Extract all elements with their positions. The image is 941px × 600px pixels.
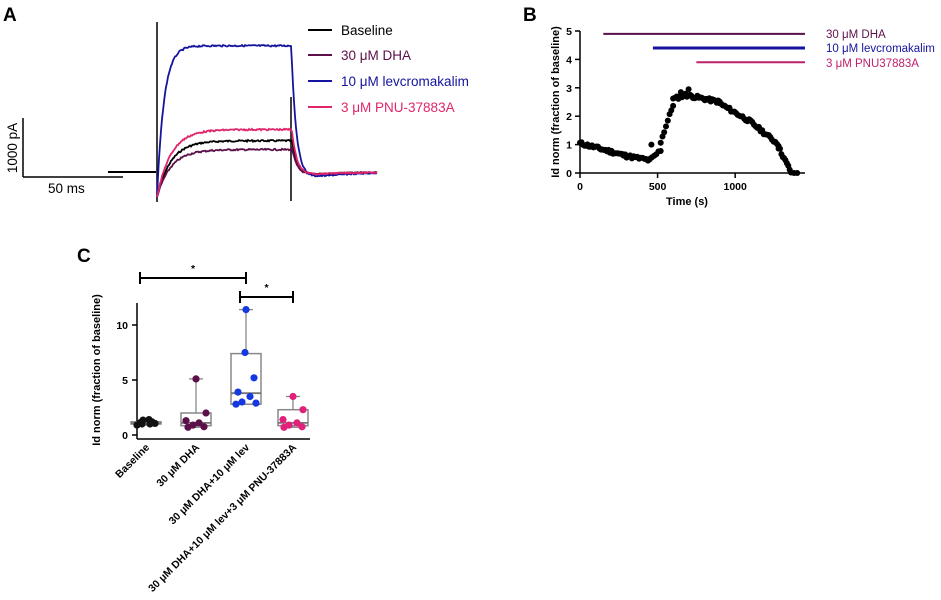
trace-10-m-levcromakalim: [156, 43, 378, 198]
legend-item-pnu: 3 μM PNU-37883A: [308, 100, 455, 115]
c-point: [250, 374, 258, 382]
b-y-tick-label: 5: [566, 26, 572, 38]
b-data-points: [577, 86, 801, 176]
b-legend-levcromakalim: 10 μM levcromakalim: [826, 43, 935, 55]
b-legend-dha: 30 μM DHA: [826, 29, 886, 41]
b-y-tick-label: 4: [566, 54, 572, 66]
b-point: [661, 129, 668, 136]
c-group-1: [180, 375, 212, 431]
c-y-tick-label: 0: [122, 430, 128, 442]
b-treatment-bars: [603, 32, 805, 64]
b-x-tick-label: 500: [649, 181, 667, 193]
b-point: [677, 89, 684, 96]
c-point: [241, 348, 249, 357]
legend-label-baseline: Baseline: [341, 23, 393, 38]
b-y-tick-label: 1: [566, 140, 572, 152]
scale-bar-current-label: 1000 pA: [5, 123, 20, 173]
legend-label-pnu: 3 μM PNU-37883A: [341, 100, 455, 115]
c-point: [234, 388, 242, 396]
legend-label-dha: 30 μM DHA: [341, 48, 411, 63]
b-x-axis-label: Time (s): [666, 196, 708, 208]
c-y-tick-label: 10: [116, 320, 128, 332]
c-point: [189, 421, 197, 429]
b-point: [648, 141, 655, 148]
c-point: [293, 419, 301, 427]
c-sig-star: *: [264, 282, 269, 294]
c-point: [202, 409, 210, 417]
c-point: [289, 392, 297, 401]
c-point: [192, 375, 200, 383]
c-y-tick-label: 5: [122, 375, 128, 387]
legend-label-levcromakalim: 10 μM levcromakalim: [341, 74, 469, 89]
b-point: [685, 86, 692, 93]
c-group-0: [130, 416, 162, 429]
c-point: [195, 419, 203, 427]
c-point: [145, 416, 153, 424]
b-point: [657, 148, 664, 154]
legend-item-levcromakalim: 10 μM levcromakalim: [308, 74, 469, 89]
b-point: [657, 139, 664, 146]
c-point: [182, 417, 190, 425]
c-point: [279, 416, 287, 424]
b-x-tick-label: 1000: [723, 181, 747, 193]
legend-a: Baseline 30 μM DHA 10 μM levcromakalim 3…: [308, 23, 469, 115]
scale-bar-time-label: 50 ms: [48, 181, 85, 196]
b-y-tick-label: 0: [566, 168, 572, 180]
c-point: [285, 421, 293, 429]
c-point: [232, 400, 240, 408]
c-point: [252, 399, 260, 407]
b-point: [668, 107, 675, 114]
b-point: [664, 117, 671, 124]
c-group-3: [277, 392, 309, 431]
c-significance: **: [139, 263, 294, 303]
c-ticks: 0 5 10: [116, 320, 137, 442]
c-point: [238, 398, 246, 406]
b-y-tick-label: 2: [566, 111, 572, 123]
legend-item-dha: 30 μM DHA: [308, 48, 411, 63]
c-sig-star: *: [191, 263, 196, 275]
trace-3-m-pnu-37883a: [156, 127, 378, 198]
current-traces: [108, 22, 378, 202]
b-y-tick-label: 3: [566, 83, 572, 95]
panel-b-timecourse: 0 1 2 3 4 5 0 500 1000 Time (s) Id norm (fractio…: [550, 26, 935, 208]
panel-label-c: C: [77, 246, 91, 267]
b-point: [670, 102, 677, 109]
c-y-axis-label: Id norm (fraction of baseline): [91, 294, 103, 446]
b-ticks: 0 1 2 3 4 5 0 500 1000: [566, 26, 747, 193]
c-point: [298, 423, 306, 431]
c-boxes: [130, 306, 309, 431]
c-category-30-m-dha-10-m-lev: 30 μM DHA+10 μM lev: [167, 442, 253, 528]
legend-item-baseline: Baseline: [308, 23, 393, 38]
b-point: [777, 145, 783, 152]
c-group-2: [230, 306, 262, 408]
panel-a-traces: 1000 pA 50 ms Baseline 30 μM DHA 10 μM l…: [5, 22, 469, 202]
b-legend-pnu: 3 μM PNU37883A: [826, 58, 919, 70]
b-y-axis-label: Id norm (fraction of baseline): [550, 26, 562, 178]
c-point: [139, 416, 147, 424]
c-point: [299, 406, 307, 414]
c-point: [242, 306, 250, 314]
panel-label-b: B: [523, 5, 537, 26]
c-category-30-m-dha: 30 μM DHA: [154, 441, 202, 489]
c-category-baseline: Baseline: [113, 442, 152, 481]
b-x-tick-label: 0: [577, 181, 583, 193]
c-point: [246, 392, 254, 401]
b-point: [791, 170, 798, 176]
panel-label-a: A: [3, 5, 17, 26]
c-point: [200, 423, 208, 431]
b-point: [663, 123, 669, 130]
